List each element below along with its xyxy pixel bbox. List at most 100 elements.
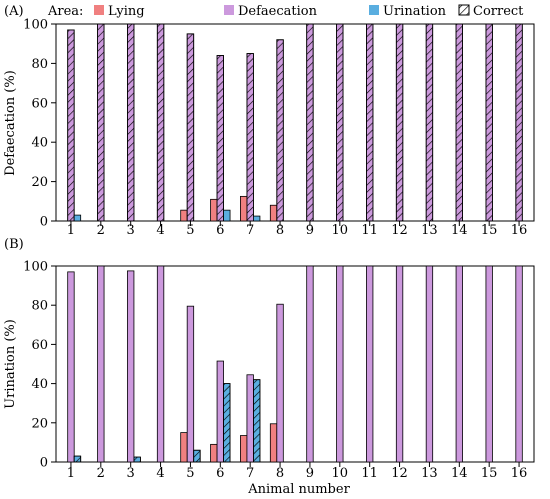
bar-defaecation-1-correct-hatch bbox=[67, 29, 75, 222]
bar-defaecation-2-correct-hatch bbox=[97, 23, 105, 222]
bar-lying-7 bbox=[240, 435, 248, 463]
x-tick-label: 14 bbox=[451, 466, 468, 481]
bar-defaecation-14-correct-hatch bbox=[455, 23, 463, 222]
x-tick-label: 4 bbox=[156, 223, 164, 238]
x-tick-label: 3 bbox=[127, 466, 135, 481]
bar-defaecation-2 bbox=[97, 265, 105, 463]
y-tick-label: 80 bbox=[31, 299, 48, 314]
bar-defaecation-4-correct-hatch bbox=[156, 23, 165, 222]
bar-defaecation-6-correct-hatch bbox=[216, 55, 224, 222]
bar-lying-8 bbox=[269, 204, 278, 222]
x-tick-label: 8 bbox=[276, 223, 284, 238]
bar-defaecation-4 bbox=[156, 265, 165, 463]
x-tick-label: 2 bbox=[97, 223, 105, 238]
bar-defaecation-7 bbox=[246, 374, 254, 463]
bar-defaecation-8 bbox=[276, 303, 284, 463]
bar-defaecation-3-correct-hatch bbox=[127, 23, 135, 222]
panel-a-label: (A) bbox=[4, 4, 24, 19]
y-tick-label: 60 bbox=[31, 96, 48, 111]
panel-a-ylabel: Defaecation (%) bbox=[3, 70, 18, 176]
bar-defaecation-10 bbox=[336, 265, 344, 463]
legend-title: Area: bbox=[47, 4, 83, 19]
legend-swatch bbox=[224, 5, 234, 15]
bar-defaecation-13 bbox=[425, 265, 434, 463]
bar-lying-8 bbox=[269, 423, 278, 463]
y-tick-label: 40 bbox=[31, 136, 48, 151]
y-tick-label: 40 bbox=[31, 377, 48, 392]
bar-defaecation-9-correct-hatch bbox=[306, 23, 314, 222]
x-tick-label: 13 bbox=[421, 223, 438, 238]
y-tick-label: 20 bbox=[31, 175, 48, 190]
legend-label: Defaecation bbox=[238, 4, 318, 19]
y-tick-label: 60 bbox=[31, 338, 48, 353]
bar-defaecation-9 bbox=[306, 265, 314, 463]
plot-frame bbox=[55, 265, 535, 463]
x-tick-label: 7 bbox=[246, 466, 254, 481]
bar-urination-1-correct-hatch bbox=[73, 455, 82, 463]
bar-lying-7 bbox=[240, 195, 248, 222]
bar-lying-5 bbox=[180, 209, 188, 222]
x-tick-label: 10 bbox=[332, 466, 349, 481]
legend-item-defaecation: Defaecation bbox=[224, 4, 318, 19]
x-tick-label: 16 bbox=[511, 466, 528, 481]
bar-defaecation-1 bbox=[67, 271, 75, 463]
bar-defaecation-6 bbox=[216, 360, 224, 463]
bar-urination-7 bbox=[253, 215, 261, 222]
x-tick-label: 15 bbox=[481, 466, 498, 481]
bar-defaecation-12-correct-hatch bbox=[395, 23, 404, 222]
bar-lying-6 bbox=[210, 198, 218, 222]
bar-defaecation-11 bbox=[366, 265, 374, 463]
bar-defaecation-3 bbox=[127, 270, 135, 463]
x-tick-label: 9 bbox=[306, 223, 314, 238]
x-tick-label: 4 bbox=[156, 466, 164, 481]
x-tick-label: 1 bbox=[67, 223, 75, 238]
legend-swatch bbox=[369, 5, 379, 15]
bar-defaecation-11-correct-hatch bbox=[366, 23, 374, 222]
bar-urination-6 bbox=[223, 209, 231, 222]
legend-item-urination: Urination bbox=[369, 4, 447, 19]
bar-urination-1 bbox=[73, 214, 82, 222]
y-tick-label: 100 bbox=[23, 18, 48, 33]
y-tick-label: 0 bbox=[40, 456, 48, 471]
panel-b-ylabel: Urination (%) bbox=[3, 319, 18, 409]
bar-defaecation-15 bbox=[485, 265, 493, 463]
bar-defaecation-16-correct-hatch bbox=[515, 23, 523, 222]
bar-defaecation-15-correct-hatch bbox=[485, 23, 493, 222]
x-tick-label: 6 bbox=[216, 466, 224, 481]
x-tick-label: 11 bbox=[361, 466, 378, 481]
legend-swatch bbox=[458, 4, 470, 16]
bar-defaecation-8-correct-hatch bbox=[276, 39, 284, 222]
y-tick-label: 20 bbox=[31, 416, 48, 431]
bar-defaecation-16 bbox=[515, 265, 523, 463]
bar-defaecation-13-correct-hatch bbox=[425, 23, 434, 222]
legend: Area: Lying Defaecation Urination Correct bbox=[47, 4, 524, 19]
x-tick-label: 3 bbox=[127, 223, 135, 238]
x-tick-label: 7 bbox=[246, 223, 254, 238]
x-tick-label: 13 bbox=[421, 466, 438, 481]
x-tick-label: 8 bbox=[276, 466, 284, 481]
y-tick-label: 0 bbox=[40, 215, 48, 230]
x-tick-label: 9 bbox=[306, 466, 314, 481]
x-tick-label: 6 bbox=[216, 223, 224, 238]
bar-urination-6-correct-hatch bbox=[223, 383, 231, 463]
x-tick-label: 12 bbox=[391, 466, 408, 481]
bar-defaecation-5 bbox=[186, 305, 195, 463]
x-tick-label: 11 bbox=[361, 223, 378, 238]
bar-defaecation-14 bbox=[455, 265, 463, 463]
x-tick-label: 1 bbox=[67, 466, 75, 481]
bar-defaecation-5-correct-hatch bbox=[186, 33, 195, 222]
bar-defaecation-7-correct-hatch bbox=[246, 53, 254, 222]
legend-item-lying: Lying bbox=[94, 4, 145, 19]
bar-lying-6 bbox=[210, 443, 218, 463]
bar-defaecation-10-correct-hatch bbox=[336, 23, 344, 222]
bar-defaecation-12 bbox=[395, 265, 404, 463]
y-tick-label: 80 bbox=[31, 57, 48, 72]
x-axis-title: Animal number bbox=[247, 482, 350, 497]
bar-urination-5-correct-hatch bbox=[193, 449, 201, 463]
legend-label: Lying bbox=[108, 4, 145, 19]
legend-swatch bbox=[94, 5, 104, 15]
panel-b-label: (B) bbox=[4, 237, 24, 252]
